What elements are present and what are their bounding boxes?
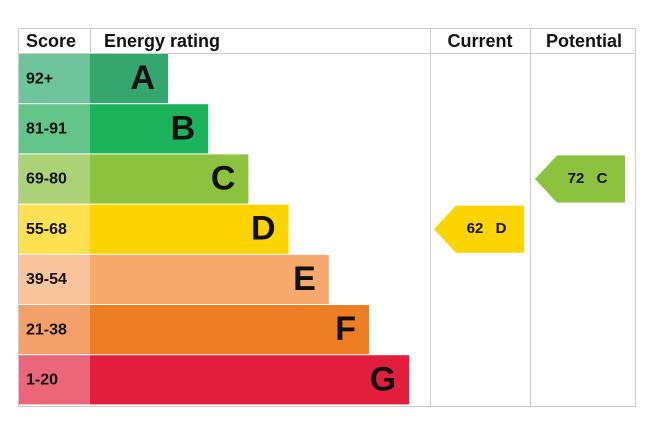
- rating-letter: A: [130, 59, 155, 97]
- rating-letter: E: [293, 260, 316, 298]
- score-cell: [19, 104, 90, 154]
- rating-letter: F: [335, 310, 356, 348]
- score-cell: [19, 204, 90, 254]
- rating-bar: [90, 254, 329, 304]
- score-range: 21-38: [26, 321, 67, 338]
- score-range: 69-80: [26, 171, 67, 188]
- rating-bar: [90, 204, 289, 254]
- score-cell: [19, 54, 90, 104]
- rating-bar: [90, 104, 209, 154]
- score-range: 92+: [26, 70, 53, 87]
- potential-arrow: [535, 155, 625, 203]
- rating-bar: [90, 154, 249, 204]
- score-range: 39-54: [26, 271, 67, 288]
- frame: [18, 28, 636, 407]
- rating-bar: [90, 54, 168, 104]
- rating-letter: C: [211, 159, 236, 197]
- header-potential: Potential: [546, 31, 622, 51]
- rating-bar: [90, 355, 410, 405]
- potential-score: 72: [568, 170, 585, 187]
- current-rating: D: [496, 220, 507, 237]
- header-current: Current: [447, 31, 512, 51]
- score-cell: [19, 355, 90, 405]
- potential-rating: C: [597, 170, 608, 187]
- current-score: 62: [467, 220, 484, 237]
- rating-letter: G: [370, 360, 396, 398]
- rating-bar: [90, 305, 369, 355]
- current-arrow: [434, 205, 524, 253]
- score-cell: [19, 305, 90, 355]
- rating-letter: B: [171, 109, 196, 147]
- score-cell: [19, 254, 90, 304]
- score-range: 81-91: [26, 121, 67, 138]
- score-range: 55-68: [26, 221, 67, 238]
- header-score: Score: [26, 31, 76, 51]
- header-energy-rating: Energy rating: [104, 31, 220, 51]
- score-cell: [19, 154, 90, 204]
- score-range: 1-20: [26, 372, 58, 389]
- rating-letter: D: [251, 210, 276, 248]
